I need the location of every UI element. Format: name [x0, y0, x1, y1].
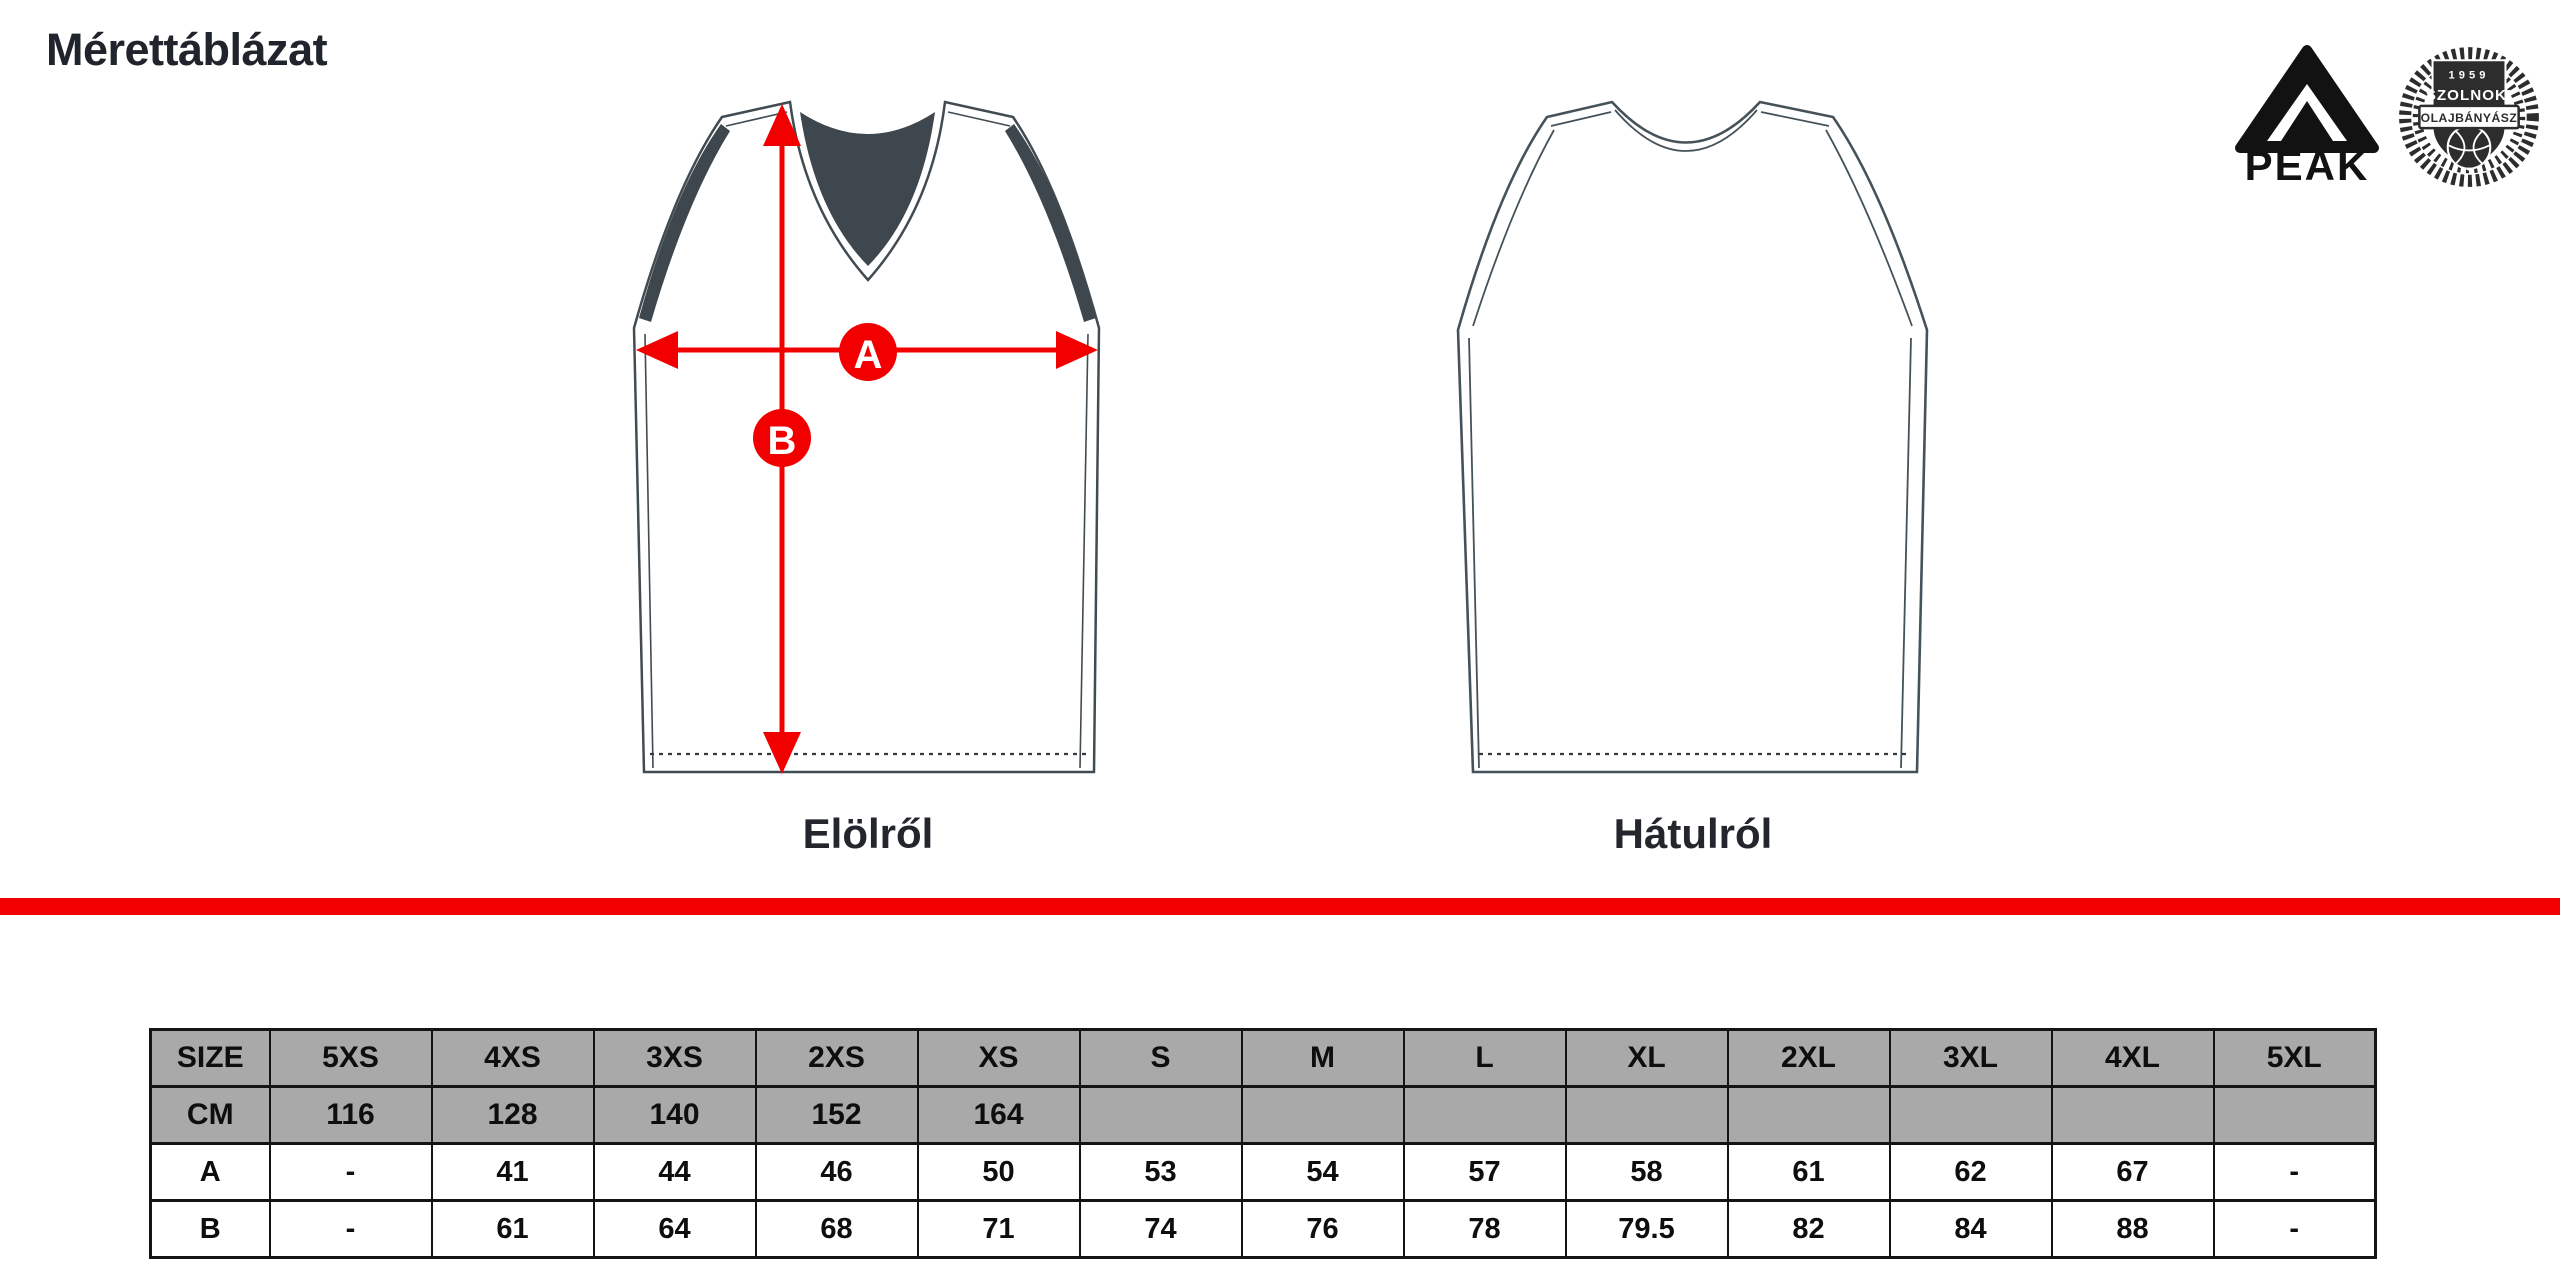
- cm-row: CM 116 128 140 152 164: [149, 1085, 2377, 1145]
- peak-logo-text: PEAK: [2245, 142, 2370, 184]
- size-col-header: L: [1402, 1028, 1567, 1088]
- measure-a-cell: 50: [916, 1142, 1081, 1202]
- measure-a-cell: 44: [592, 1142, 757, 1202]
- measure-b-cell: -: [2212, 1199, 2377, 1259]
- measure-a-cell: -: [2212, 1142, 2377, 1202]
- measure-arrow-b: B: [753, 104, 811, 774]
- measure-b-cell: -: [268, 1199, 433, 1259]
- measure-a-cell: 61: [1726, 1142, 1891, 1202]
- size-col-header: 5XL: [2212, 1028, 2377, 1088]
- measure-b-label: B: [768, 419, 797, 463]
- measure-b-cell: 84: [1888, 1199, 2053, 1259]
- peak-logo: PEAK: [2230, 42, 2384, 189]
- size-table: SIZE 5XS 4XS 3XS 2XS XS S M L XL 2XL 3XL…: [149, 1028, 2377, 1259]
- badge-bottom-text: OLAJBÁNYÁSZ: [2421, 110, 2518, 125]
- measure-a-cell: 67: [2050, 1142, 2215, 1202]
- cm-cell: [1078, 1085, 1243, 1145]
- measure-a-cell: 57: [1402, 1142, 1567, 1202]
- cm-cell: [2212, 1085, 2377, 1145]
- front-view-label: Elölről: [802, 810, 934, 857]
- measure-a-cell: -: [268, 1142, 433, 1202]
- measure-b-cell: 76: [1240, 1199, 1405, 1259]
- cm-cell: 140: [592, 1085, 757, 1145]
- size-col-header: 4XS: [430, 1028, 595, 1088]
- cm-cell: 128: [430, 1085, 595, 1145]
- club-badge-icon: 1959 SZOLNOKI OLAJBÁNYÁSZ: [2399, 47, 2539, 187]
- size-header-row: SIZE 5XS 4XS 3XS 2XS XS S M L XL 2XL 3XL…: [149, 1028, 2377, 1088]
- measure-a-row: A - 41 44 46 50 53 54 57 58 61 62 67 -: [149, 1142, 2377, 1202]
- size-col-header: 5XS: [268, 1028, 433, 1088]
- badge-wreath: [2399, 47, 2539, 187]
- measure-a-cell: 58: [1564, 1142, 1729, 1202]
- measure-a-row-label: A: [149, 1142, 271, 1202]
- back-jersey-diagram: [1453, 68, 1933, 778]
- measure-b-cell: 88: [2050, 1199, 2215, 1259]
- cm-cell: [2050, 1085, 2215, 1145]
- cm-cell: [1402, 1085, 1567, 1145]
- badge-ribbon: [2418, 104, 2520, 130]
- size-col-header: XL: [1564, 1028, 1729, 1088]
- size-col-header: 3XL: [1888, 1028, 2053, 1088]
- red-divider: [0, 898, 2560, 915]
- back-jersey-svg: [1456, 100, 1929, 774]
- size-col-header: S: [1078, 1028, 1243, 1088]
- front-left-armhole-fill: [639, 124, 730, 322]
- badge-year: 1959: [2449, 70, 2490, 82]
- cm-cell: 164: [916, 1085, 1081, 1145]
- size-col-header: 4XL: [2050, 1028, 2215, 1088]
- measure-b-row-label: B: [149, 1199, 271, 1259]
- size-col-header: 3XS: [592, 1028, 757, 1088]
- measure-a-cell: 62: [1888, 1142, 2053, 1202]
- measure-b-badge: [753, 409, 811, 467]
- cm-cell: 116: [268, 1085, 433, 1145]
- back-view-label: Hátulról: [1613, 810, 1773, 857]
- club-badge: 1959 SZOLNOKI OLAJBÁNYÁSZ: [2392, 38, 2546, 197]
- front-trim-lines: [644, 111, 1089, 769]
- cm-cell: [1888, 1085, 2053, 1145]
- front-jersey-diagram: A B: [628, 68, 1108, 778]
- cm-cell: [1240, 1085, 1405, 1145]
- measure-b-cell: 79.5: [1564, 1199, 1729, 1259]
- front-neck-fill: [800, 112, 935, 266]
- measure-b-row: B - 61 64 68 71 74 76 78 79.5 82 84 88 -: [149, 1199, 2377, 1259]
- size-col-header: M: [1240, 1028, 1405, 1088]
- peak-logo-icon: PEAK: [2235, 45, 2379, 189]
- badge-top-text: SZOLNOKI: [2426, 87, 2513, 104]
- measure-a-cell: 53: [1078, 1142, 1243, 1202]
- back-jersey-outline: [1456, 100, 1929, 774]
- measure-arrow-a: A: [636, 323, 1098, 381]
- cm-cell: 152: [754, 1085, 919, 1145]
- size-table-grid: SIZE 5XS 4XS 3XS 2XS XS S M L XL 2XL 3XL…: [149, 1028, 2377, 1259]
- cm-cell: [1726, 1085, 1891, 1145]
- size-col-header: 2XL: [1726, 1028, 1891, 1088]
- size-header-label: SIZE: [149, 1028, 271, 1088]
- measure-a-label: A: [854, 333, 883, 377]
- measure-b-cell: 68: [754, 1199, 919, 1259]
- cm-row-label: CM: [149, 1085, 271, 1145]
- front-jersey-outline: [632, 100, 1101, 774]
- page-title: Mérettáblázat: [46, 24, 328, 75]
- cm-cell: [1564, 1085, 1729, 1145]
- measure-b-cell: 61: [430, 1199, 595, 1259]
- front-right-armhole-fill: [1005, 124, 1096, 322]
- front-jersey-svg: A B: [632, 100, 1101, 774]
- back-trim-lines: [1468, 109, 1913, 769]
- measure-a-cell: 54: [1240, 1142, 1405, 1202]
- measure-b-cell: 64: [592, 1199, 757, 1259]
- measure-b-cell: 78: [1402, 1199, 1567, 1259]
- size-col-header: XS: [916, 1028, 1081, 1088]
- measure-b-cell: 71: [916, 1199, 1081, 1259]
- measure-b-cell: 82: [1726, 1199, 1891, 1259]
- measure-a-badge: [839, 323, 897, 381]
- measure-a-cell: 46: [754, 1142, 919, 1202]
- measure-a-cell: 41: [430, 1142, 595, 1202]
- measure-b-cell: 74: [1078, 1199, 1243, 1259]
- size-col-header: 2XS: [754, 1028, 919, 1088]
